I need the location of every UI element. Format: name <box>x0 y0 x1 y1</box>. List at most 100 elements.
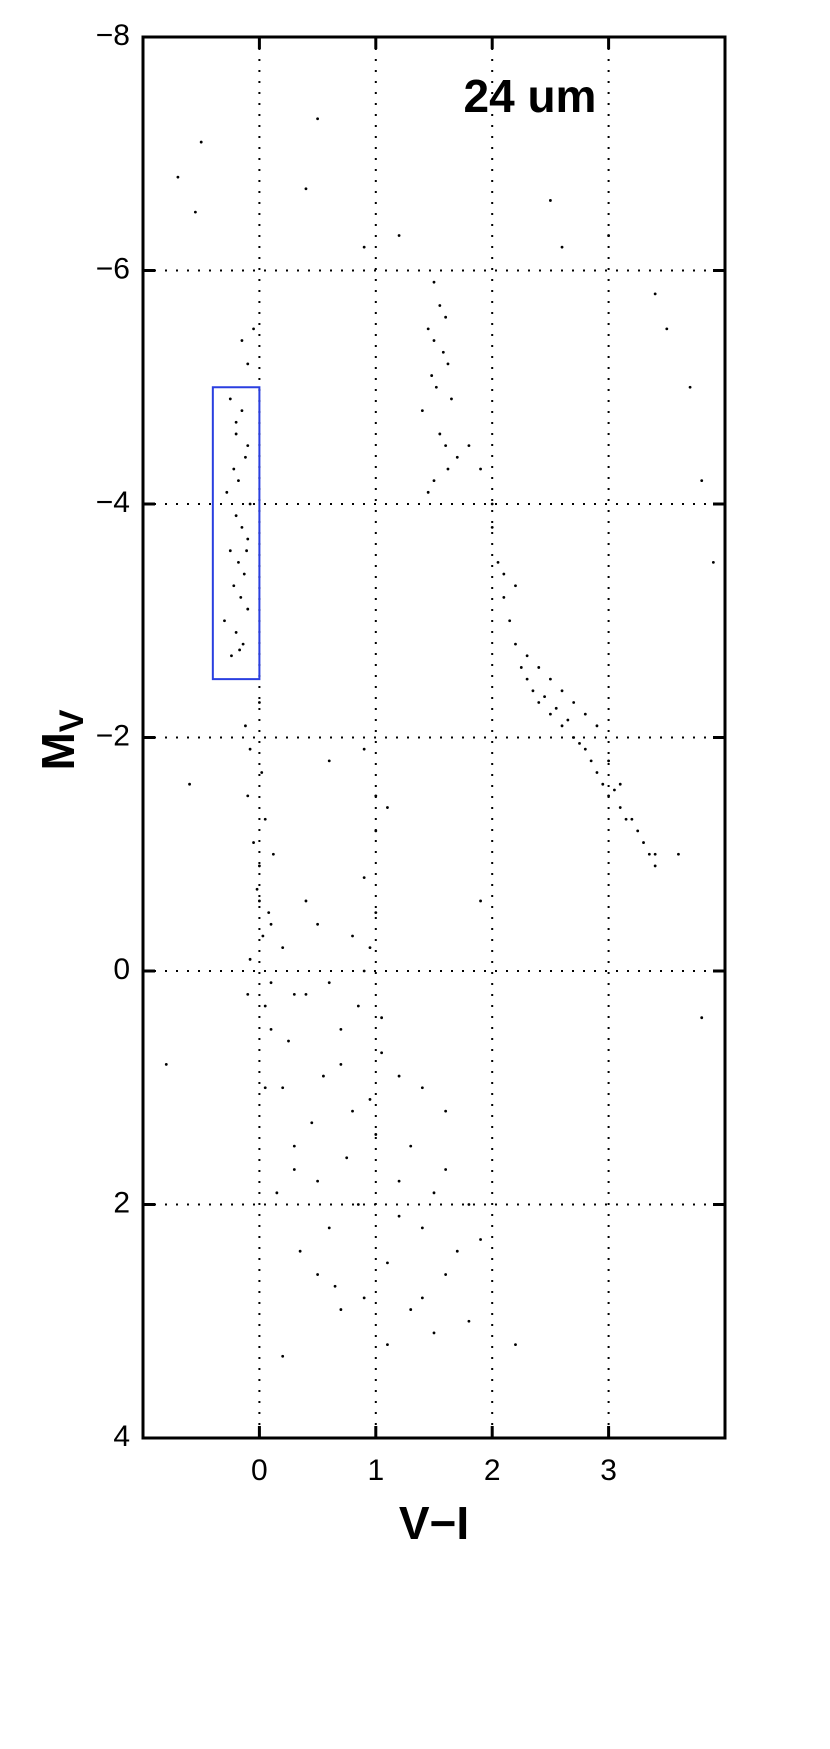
point <box>304 992 308 996</box>
point <box>432 1191 436 1195</box>
point <box>188 782 191 786</box>
point <box>467 444 471 448</box>
point <box>234 432 238 436</box>
point <box>356 1203 360 1206</box>
point <box>700 1016 704 1020</box>
y-tick-label: −8 <box>96 19 130 52</box>
point <box>240 339 244 342</box>
point <box>636 829 640 833</box>
point <box>237 479 240 483</box>
point <box>386 1261 389 1265</box>
point <box>549 199 552 202</box>
point <box>316 922 319 926</box>
point <box>374 829 378 833</box>
point <box>246 607 250 611</box>
point <box>292 1168 296 1171</box>
point <box>386 806 389 809</box>
y-tick-label: 4 <box>113 1420 130 1453</box>
point <box>164 1063 168 1066</box>
point <box>380 1051 384 1055</box>
point <box>287 1039 290 1043</box>
point <box>333 1284 337 1288</box>
point <box>316 1273 319 1276</box>
point <box>583 747 587 751</box>
point <box>252 327 255 331</box>
point <box>339 1027 343 1031</box>
point <box>252 841 255 844</box>
point <box>525 677 529 681</box>
point <box>613 788 616 792</box>
point <box>426 327 430 331</box>
point <box>327 981 331 985</box>
point <box>225 490 229 494</box>
point <box>234 631 238 634</box>
point <box>444 444 448 448</box>
point <box>269 981 273 985</box>
point <box>240 525 244 529</box>
point <box>444 1168 448 1171</box>
point <box>479 467 482 471</box>
x-tick-label: 3 <box>600 1454 617 1487</box>
point <box>281 1086 285 1090</box>
selection-box <box>211 386 261 681</box>
point <box>432 479 436 483</box>
point <box>438 304 442 307</box>
point <box>514 584 517 588</box>
point <box>450 397 453 401</box>
point <box>578 741 581 745</box>
point <box>228 549 232 553</box>
point <box>409 1144 413 1148</box>
point <box>496 560 500 564</box>
point <box>618 782 622 786</box>
point <box>420 1296 424 1300</box>
point <box>700 479 704 483</box>
point <box>242 572 246 576</box>
x-tick-label: 0 <box>251 1454 268 1487</box>
y-axis-label: MV <box>32 709 91 770</box>
point <box>234 514 238 518</box>
point <box>263 1004 267 1008</box>
point <box>260 771 264 774</box>
point <box>514 642 517 646</box>
plot-frame <box>141 35 727 1440</box>
point <box>432 280 436 284</box>
point <box>339 1063 343 1066</box>
point <box>248 747 252 751</box>
point <box>653 864 657 868</box>
point <box>537 666 541 669</box>
point <box>261 934 265 938</box>
y-tick-label: −4 <box>96 486 130 519</box>
point <box>176 175 180 179</box>
point <box>316 117 319 121</box>
point <box>432 1331 436 1335</box>
point <box>397 1074 401 1078</box>
point <box>193 210 197 214</box>
point <box>409 1308 413 1311</box>
point <box>223 619 226 623</box>
point <box>426 490 430 494</box>
point <box>653 292 657 296</box>
x-tick-label: 2 <box>484 1454 501 1487</box>
point <box>514 1343 517 1346</box>
point <box>642 841 645 844</box>
point <box>230 654 233 658</box>
point <box>292 1144 296 1148</box>
point <box>583 712 587 716</box>
point <box>665 327 669 331</box>
point <box>624 817 628 821</box>
point <box>455 455 459 459</box>
point <box>595 771 599 774</box>
point <box>430 374 434 377</box>
point <box>554 706 558 710</box>
point <box>238 648 242 652</box>
point <box>269 922 273 926</box>
point <box>255 887 259 891</box>
point <box>618 806 622 809</box>
point <box>444 1109 448 1113</box>
y-tick-label: 0 <box>113 953 130 986</box>
point <box>275 1191 279 1195</box>
point <box>374 911 378 915</box>
point <box>607 759 610 763</box>
point <box>258 899 261 903</box>
